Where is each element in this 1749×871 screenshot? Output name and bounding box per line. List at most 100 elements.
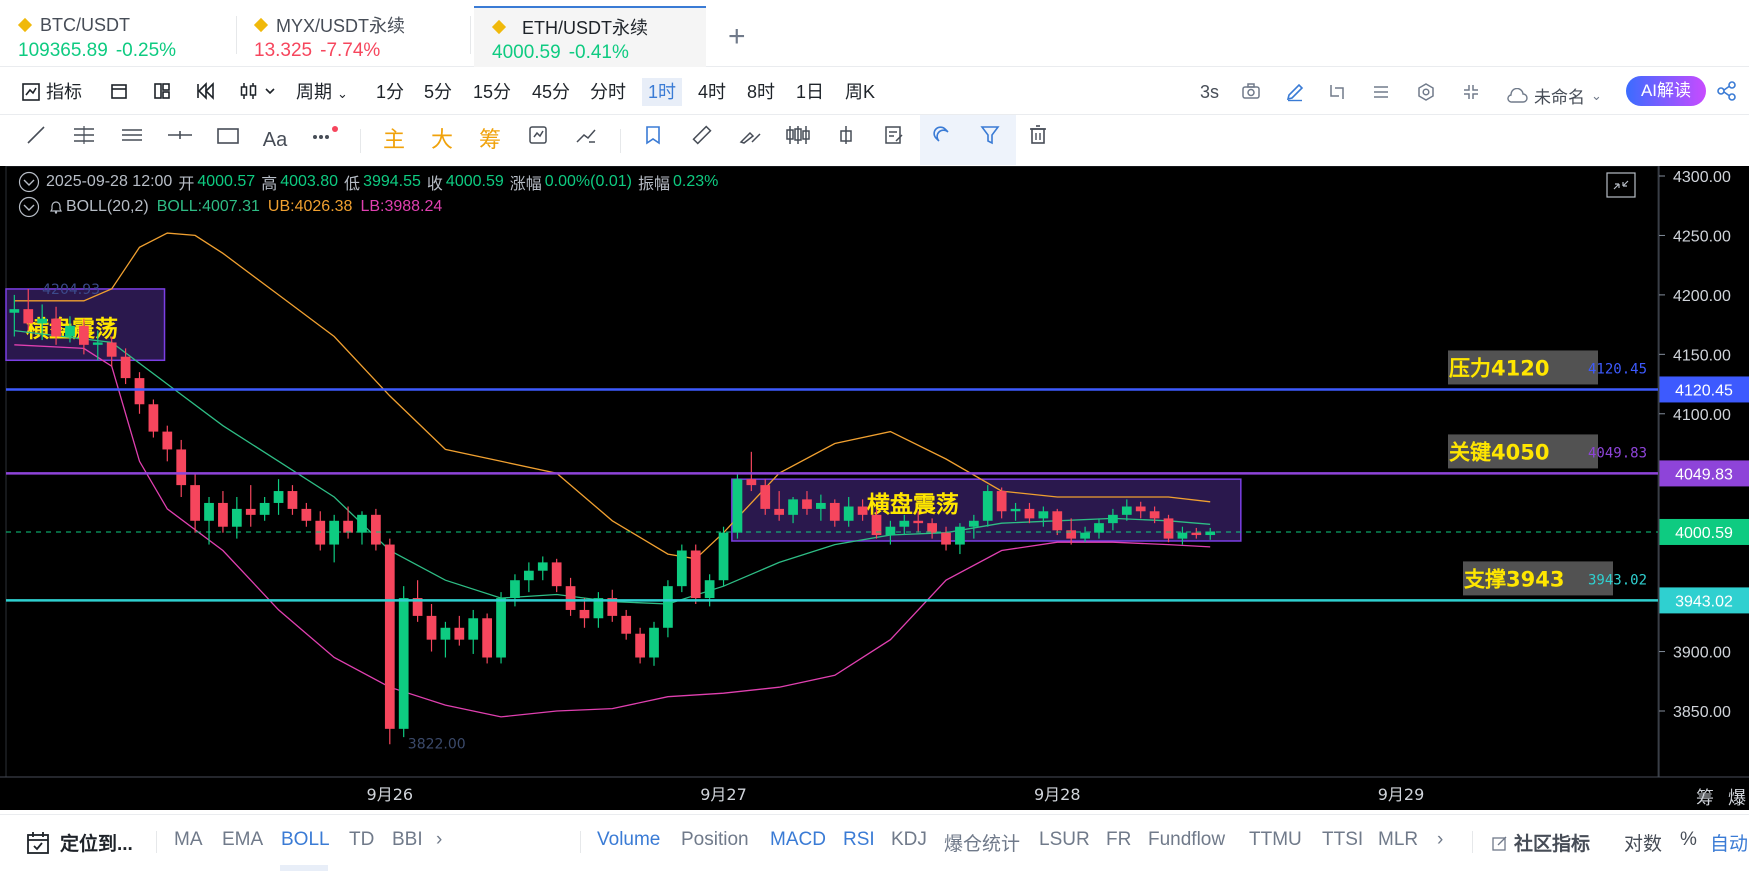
time-axis[interactable]: 9月26 9月27 9月28 9月29 [0,776,1749,810]
burst-side-label[interactable]: 爆 [1728,788,1746,808]
indicator-liquidation[interactable]: 爆仓统计 [944,834,1021,855]
indicator-kdj[interactable]: KDJ [891,829,927,850]
interval-1h[interactable]: 1时 [642,78,683,106]
candle-body [788,499,798,515]
candle-body [843,506,854,521]
price-axis[interactable]: 4300.00 4250.00 4200.00 4150.00 4100.00 3900.… [1658,166,1731,777]
indicator-lsur[interactable]: LSUR [1039,829,1090,850]
indicator-ttmu[interactable]: TTMU [1249,829,1302,850]
collapse-circle-icon[interactable] [18,196,40,218]
pencil-icon[interactable] [1284,82,1306,104]
indicator-volume[interactable]: Volume [597,829,661,850]
interval-1d[interactable]: 1日 [796,82,825,102]
indicator-rsi[interactable]: RSI [843,829,875,850]
list-settings-icon[interactable] [1370,82,1392,104]
notes-icon[interactable] [877,123,911,157]
chips-tool[interactable]: 筹 [478,127,501,152]
level-price-text: 4120.45 [1588,361,1647,377]
period-dropdown[interactable]: 周期 ⌄ [296,78,348,106]
refresh-interval[interactable]: 3s [1200,82,1220,102]
replay-icon[interactable] [194,82,216,104]
more-tools-icon[interactable] [307,123,341,157]
interval-timeline[interactable]: 分时 [590,82,626,102]
layout-name-dropdown[interactable]: 未命名 ⌄ [1506,83,1602,108]
big-order-tool[interactable]: 大 [430,127,453,152]
interval-5m[interactable]: 5分 [424,82,453,102]
indicators-button[interactable]: 指标 [22,78,82,106]
tab-myx[interactable]: MYX/USDT永续 13.325 -7.74% [236,6,468,67]
interval-45m[interactable]: 45分 [532,82,571,102]
brush-icon[interactable] [733,123,767,157]
ai-interpret-button[interactable]: AI解读 [1626,76,1706,106]
layout-icon[interactable] [151,82,173,104]
horizontal-line-icon[interactable] [163,123,197,157]
binance-coin-icon [254,18,268,32]
chevron-right-icon[interactable]: › [436,829,443,850]
indicator-ttsi[interactable]: TTSI [1322,829,1364,850]
rectangle-icon[interactable] [211,123,245,157]
interval-1w[interactable]: 周K [845,82,876,102]
indicator-mlr[interactable]: MLR [1378,829,1419,850]
candle-body [746,479,757,486]
measure-icon[interactable] [569,123,603,157]
candle-body [913,520,924,524]
auto-scale-toggle[interactable]: 自动 [1710,834,1749,855]
candle-body [1108,514,1118,524]
indicator-fr[interactable]: FR [1106,829,1132,850]
crop-icon[interactable] [1326,82,1348,104]
community-indicators-button[interactable]: 社区指标 [1492,829,1590,856]
indicator-ma[interactable]: MA [174,829,203,850]
log-scale-toggle[interactable]: 对数 [1624,834,1663,855]
indicator-boll[interactable]: BOLL [281,829,330,850]
ruler-icon[interactable] [685,123,719,157]
chips-side-label[interactable]: 筹 [1696,788,1714,808]
trash-icon[interactable] [1021,123,1055,157]
channel-icon[interactable] [115,123,149,157]
bell-icon[interactable] [48,199,64,215]
tab-btc[interactable]: BTC/USDT 109365.89 -0.25% [0,6,232,67]
main-chart-tool[interactable]: 主 [382,127,405,152]
collapse-circle-icon[interactable] [18,171,40,193]
interval-4h[interactable]: 4时 [698,82,727,102]
indicator-ema[interactable]: EMA [222,829,264,850]
locate-button[interactable]: 定位到... [26,829,133,856]
share-icon[interactable] [1716,80,1738,107]
interval-1m[interactable]: 1分 [376,82,405,102]
add-tab-button[interactable]: + [728,20,746,53]
filter-icon[interactable] [973,123,1007,157]
fullscreen-icon[interactable] [1606,172,1636,203]
candle-body [593,598,604,619]
candle-body [968,520,979,527]
bookmark-icon[interactable] [637,123,671,157]
candle-body [565,586,576,610]
calendar-icon[interactable] [108,82,130,104]
indicator-fundflow[interactable]: Fundflow [1148,829,1226,850]
indicator-bbi[interactable]: BBI [392,829,423,850]
interval-15m[interactable]: 15分 [473,82,512,102]
settings-hex-icon[interactable] [1415,82,1437,104]
candle-body [704,580,715,599]
tab-eth[interactable]: ETH/USDT永续 4000.59 -0.41% [474,6,706,67]
candle-body [148,404,159,432]
lock-candle-icon[interactable] [829,123,863,157]
candles-compare-icon[interactable] [781,123,815,157]
parallel-lines-icon[interactable] [67,123,101,157]
candle-body [1024,508,1035,519]
indicator-position[interactable]: Position [681,829,749,850]
indicator-td[interactable]: TD [349,829,375,850]
text-tool[interactable]: Aa [262,129,288,151]
interval-8h[interactable]: 8时 [747,82,776,102]
percent-scale-toggle[interactable]: % [1680,829,1697,850]
price-chart[interactable]: 横盘震荡横盘震荡 3822.00 4204.93 压力4120 4120.45 412… [0,165,1749,810]
chevron-right-icon[interactable]: › [1437,829,1444,850]
candlestick-chart[interactable]: 横盘震荡横盘震荡 3822.00 4204.93 压力4120 4120.45 412… [0,165,1749,810]
sync-icon[interactable] [521,123,555,157]
tab-symbol: MYX/USDT永续 [276,16,406,36]
bollinger-bands [14,232,1211,718]
candle-type-dropdown[interactable] [238,82,278,104]
magnet-icon[interactable] [925,123,959,157]
collapse-icon[interactable] [1460,82,1482,104]
camera-icon[interactable] [1240,82,1262,104]
indicator-macd[interactable]: MACD [770,829,826,850]
trend-line-icon[interactable] [19,123,53,157]
